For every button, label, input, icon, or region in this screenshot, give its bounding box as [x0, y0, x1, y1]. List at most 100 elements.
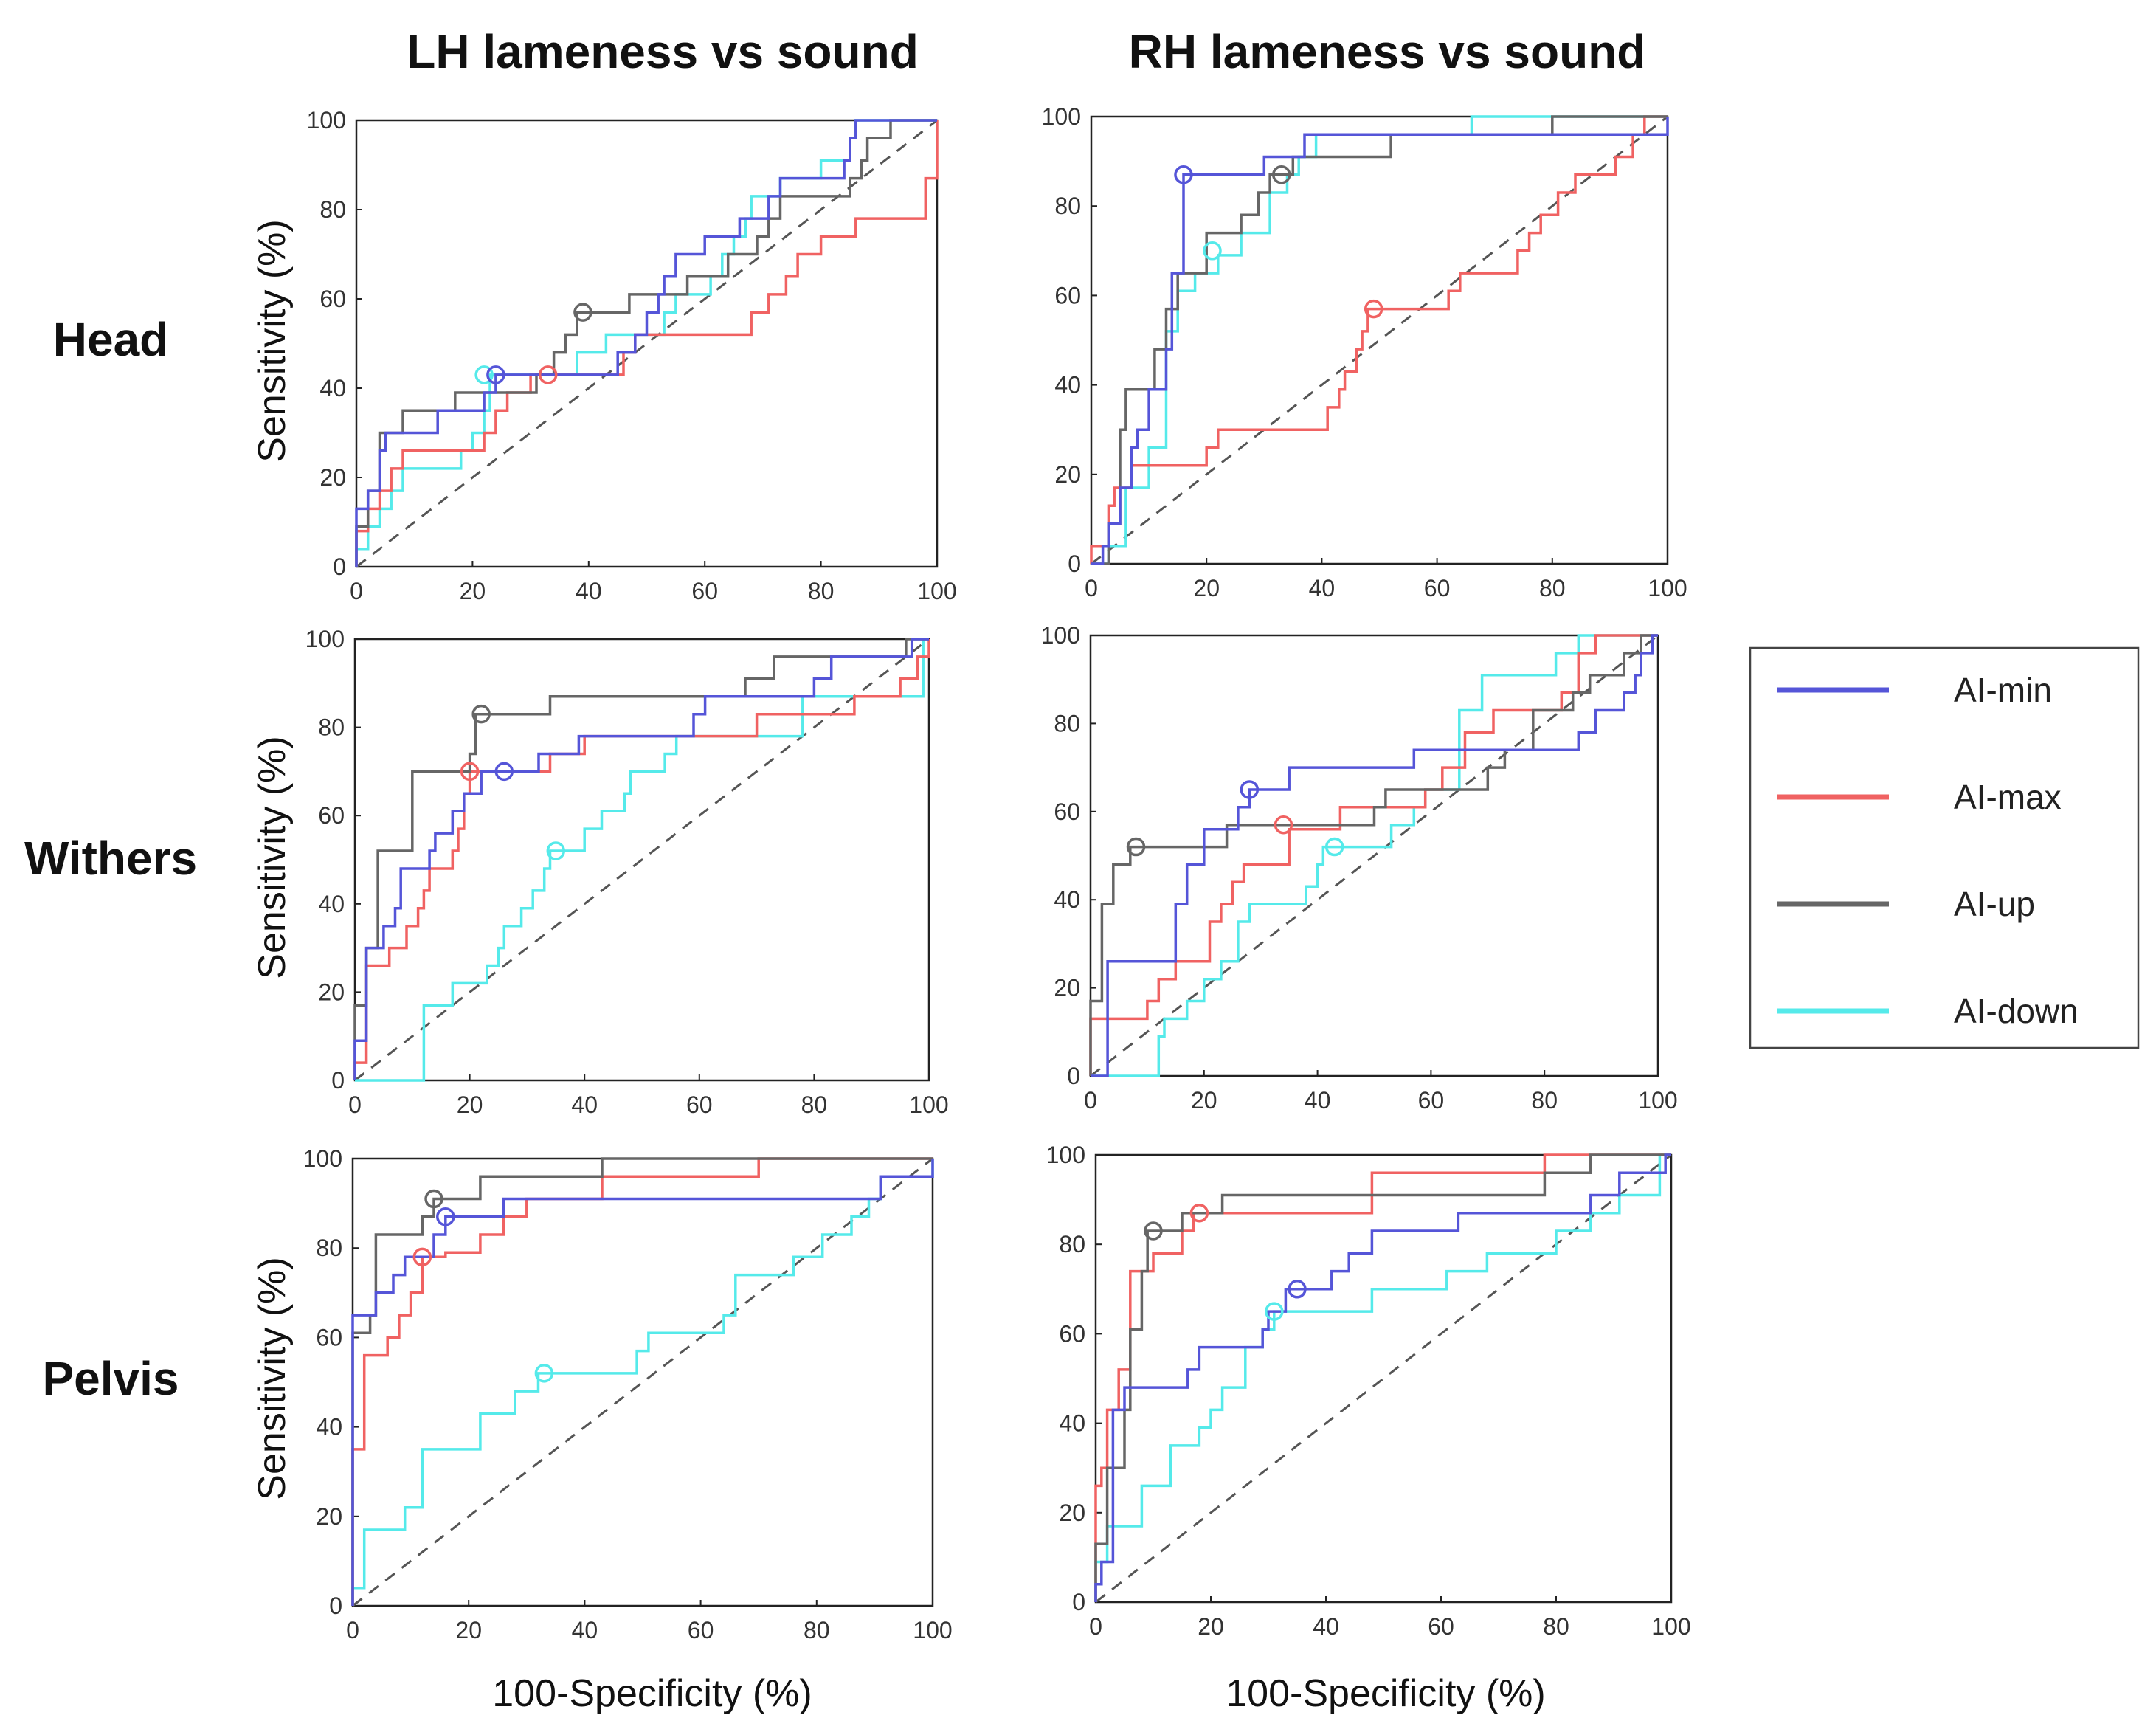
panel-frame [1094, 1153, 1673, 1604]
y-tick-label: 100 [303, 1145, 342, 1172]
y-tick-label: 20 [1054, 461, 1081, 488]
cutoff-marker-ai-max [1364, 299, 1383, 319]
x-tick-label: 80 [801, 1091, 828, 1118]
y-tick-label: 40 [1054, 886, 1080, 913]
x-tick-label: 0 [1089, 1613, 1102, 1640]
roc-curve-ai-max [355, 120, 939, 567]
y-tick-label: 80 [1054, 193, 1081, 219]
y-tick-label: 20 [319, 464, 346, 491]
x-tick-label: 20 [457, 1091, 483, 1118]
x-tick-label: 20 [1198, 1613, 1224, 1640]
chance-diagonal [1091, 115, 1668, 565]
roc-curve-ai-up [1089, 634, 1658, 1076]
cutoff-marker-ai-min [1288, 1280, 1307, 1299]
panel-frame [355, 119, 939, 568]
x-tick-label: 0 [350, 578, 363, 604]
x-tick-label: 80 [1539, 575, 1566, 601]
cutoff-marker-ai-min [486, 365, 505, 384]
cutoff-marker-ai-up [573, 303, 592, 322]
x-tick-label: 40 [1305, 1087, 1331, 1114]
row-title-head: Head [53, 313, 169, 366]
y-tick-label: 20 [1059, 1500, 1085, 1526]
x-tick-label: 60 [1428, 1613, 1454, 1640]
legend-label-ai-up: AI-up [1954, 885, 2035, 923]
panel-frame [353, 638, 930, 1082]
x-tick-label: 80 [808, 578, 835, 604]
cutoff-marker-ai-max [538, 365, 558, 384]
roc-curve-ai-min [351, 1159, 934, 1606]
y-tick-label: 60 [319, 286, 346, 312]
legend-label-ai-max: AI-max [1954, 778, 2062, 816]
y-tick-label: 40 [318, 891, 345, 917]
roc-curve-ai-max [1094, 1153, 1671, 1602]
cutoff-marker-ai-up [1126, 837, 1146, 857]
x-axis-label-lh: 100-Specificity (%) [492, 1672, 812, 1715]
roc-curve-ai-max [1090, 115, 1668, 564]
x-tick-label: 40 [571, 1091, 598, 1118]
x-tick-label: 60 [1424, 575, 1451, 601]
x-tick-label: 20 [1193, 575, 1220, 601]
x-tick-label: 60 [1418, 1087, 1445, 1114]
cutoff-marker-ai-down [1265, 1302, 1284, 1321]
y-tick-label: 60 [1059, 1320, 1085, 1347]
chance-diagonal [1090, 634, 1659, 1077]
x-tick-label: 60 [686, 1091, 713, 1118]
x-tick-label: 20 [1191, 1087, 1217, 1114]
x-tick-label: 0 [346, 1617, 359, 1643]
x-tick-label: 0 [1085, 575, 1098, 601]
x-tick-label: 20 [460, 578, 486, 604]
roc-curve-ai-min [1091, 117, 1669, 565]
cutoff-marker-ai-down [474, 365, 494, 384]
y-tick-label: 60 [1054, 282, 1081, 308]
roc-curve-ai-min [1091, 634, 1658, 1077]
chance-diagonal [352, 1157, 933, 1607]
y-tick-label: 60 [318, 802, 345, 829]
roc-curve-ai-min [1094, 1153, 1671, 1602]
x-tick-label: 100 [1648, 575, 1687, 601]
x-tick-label: 40 [576, 578, 602, 604]
y-tick-label: 0 [329, 1593, 342, 1619]
y-tick-label: 80 [316, 1235, 342, 1261]
cutoff-marker-ai-down [546, 841, 566, 860]
x-tick-label: 60 [688, 1617, 714, 1643]
y-tick-label: 0 [333, 553, 346, 580]
y-tick-label: 0 [1072, 1589, 1085, 1615]
cutoff-marker-ai-max [412, 1247, 432, 1267]
cutoff-marker-ai-up [424, 1189, 443, 1209]
y-tick-label: 100 [307, 107, 346, 134]
cutoff-marker-ai-min [1174, 165, 1193, 184]
row-title-pelvis: Pelvis [42, 1352, 179, 1405]
cutoff-marker-ai-up [471, 704, 491, 724]
roc-curve-ai-down [351, 1159, 934, 1606]
panel-withers-lh: 00 20 20 40 40 60 60 80 80 100 100 [305, 626, 949, 1118]
x-tick-label: 40 [1309, 575, 1336, 601]
x-tick-label: 80 [1531, 1087, 1558, 1114]
cutoff-marker-ai-down [534, 1364, 554, 1383]
cutoff-marker-ai-down [1203, 241, 1222, 261]
x-tick-label: 0 [348, 1091, 362, 1118]
y-tick-label: 100 [1041, 622, 1080, 649]
panel-head-rh: 00 20 20 40 40 60 60 80 80 100 100 [1042, 103, 1687, 601]
x-tick-label: 40 [572, 1617, 598, 1643]
chance-diagonal [1095, 1153, 1672, 1604]
panel-pelvis-rh: 00 20 20 40 40 60 60 80 80 100 100 [1046, 1142, 1691, 1640]
legend-label-ai-min: AI-min [1954, 671, 2052, 709]
x-tick-label: 100 [1651, 1613, 1690, 1640]
y-tick-label: 100 [1042, 103, 1081, 130]
y-tick-label: 60 [1054, 798, 1080, 825]
y-tick-label: 20 [1054, 975, 1080, 1001]
roc-curve-ai-max [353, 639, 930, 1080]
cutoff-marker-ai-max [460, 762, 480, 782]
cutoff-marker-ai-up [1271, 165, 1291, 184]
y-tick-label: 20 [316, 1503, 342, 1530]
chance-diagonal [356, 119, 938, 568]
x-tick-label: 100 [1638, 1087, 1677, 1114]
x-tick-label: 0 [1084, 1087, 1097, 1114]
x-tick-label: 60 [691, 578, 718, 604]
cutoff-marker-ai-min [494, 762, 514, 782]
y-tick-label: 80 [1059, 1231, 1085, 1257]
cutoff-marker-ai-max [1189, 1204, 1209, 1223]
cutoff-marker-ai-down [1324, 837, 1344, 857]
y-tick-label: 60 [316, 1324, 342, 1350]
x-tick-label: 100 [909, 1091, 948, 1118]
